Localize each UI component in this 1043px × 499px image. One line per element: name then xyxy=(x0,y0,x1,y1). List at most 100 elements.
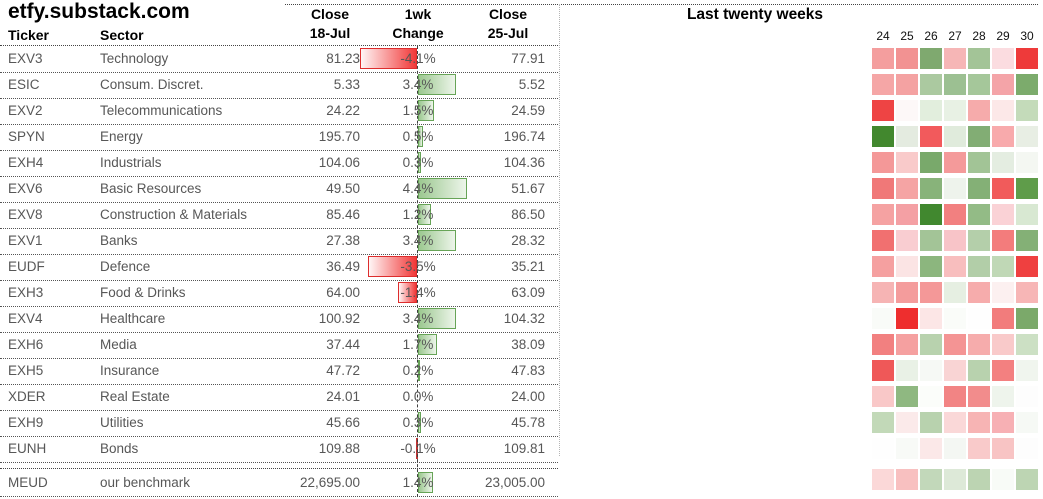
heatmap-cell xyxy=(992,469,1014,490)
change-bar-positive xyxy=(417,412,421,433)
sector-cell: Industrials xyxy=(100,155,162,170)
table-row: EXH3 Food & Drinks 64.00 63.09 -1.4% xyxy=(0,280,558,307)
column-header-close-25jul-line2: 25-Jul xyxy=(487,25,529,41)
heatmap-cell xyxy=(872,152,894,173)
close-25jul-cell: 63.09 xyxy=(511,285,545,300)
heatmap-week-label: 26 xyxy=(924,29,938,43)
heatmap-week-label: 29 xyxy=(996,29,1010,43)
heatmap-cell xyxy=(992,74,1014,95)
heatmap-cell xyxy=(992,282,1014,303)
change-pct-cell: 1.5% xyxy=(402,103,434,118)
heatmap-cell xyxy=(920,126,942,147)
heatmap-cell xyxy=(992,334,1014,355)
heatmap-cell xyxy=(896,469,918,490)
heatmap-cell xyxy=(920,438,942,459)
heatmap-cell xyxy=(872,126,894,147)
heatmap-cell xyxy=(992,386,1014,407)
heatmap-cell xyxy=(944,126,966,147)
heatmap-cell xyxy=(1016,412,1038,433)
table-row: EXV6 Basic Resources 49.50 51.67 4.4% xyxy=(0,176,558,203)
change-bar-positive xyxy=(417,74,456,95)
heatmap-cell xyxy=(944,74,966,95)
heatmap-cell xyxy=(944,152,966,173)
heatmap-cell xyxy=(944,308,966,329)
close-18jul-cell: 22,695.00 xyxy=(299,475,360,490)
heatmap-cell xyxy=(896,308,918,329)
close-25jul-cell: 77.91 xyxy=(511,51,545,66)
heatmap-cell xyxy=(968,126,990,147)
table-row: EXH5 Insurance 47.72 47.83 0.2% xyxy=(0,358,558,385)
sector-cell: Consum. Discret. xyxy=(100,77,204,92)
heatmap-cell xyxy=(968,438,990,459)
table-right-divider xyxy=(559,4,560,456)
sector-cell: Insurance xyxy=(100,363,160,378)
ticker-cell: EXV4 xyxy=(8,311,43,326)
close-18jul-cell: 24.22 xyxy=(326,103,360,118)
change-pct-cell: 0.5% xyxy=(402,129,434,144)
column-header-close-18jul-line1: Close xyxy=(310,6,350,22)
sector-cell: Technology xyxy=(100,51,169,66)
heatmap-cell xyxy=(968,256,990,277)
sector-cell: Utilities xyxy=(100,415,144,430)
heatmap-cell xyxy=(992,48,1014,69)
heatmap-cell xyxy=(872,48,894,69)
heatmap-cell xyxy=(968,360,990,381)
table-row: EXH4 Industrials 104.06 104.36 0.3% xyxy=(0,150,558,177)
top-divider xyxy=(285,4,1038,5)
change-pct-cell: 1.4% xyxy=(402,475,434,490)
sector-cell: Energy xyxy=(100,129,143,144)
heatmap-cell xyxy=(872,438,894,459)
close-25jul-cell: 28.32 xyxy=(511,233,545,248)
heatmap-week-label: 24 xyxy=(876,29,890,43)
heatmap-cell xyxy=(968,100,990,121)
heatmap-cell xyxy=(1016,204,1038,225)
column-header-1wk-change-line1: 1wk xyxy=(404,6,432,22)
change-pct-cell: 3.4% xyxy=(402,77,434,92)
sector-cell: Bonds xyxy=(100,441,139,456)
column-header-ticker: Ticker xyxy=(8,27,49,43)
heatmap-cell xyxy=(968,74,990,95)
heatmap-cell xyxy=(1016,74,1038,95)
close-25jul-cell: 196.74 xyxy=(503,129,545,144)
close-25jul-cell: 47.83 xyxy=(511,363,545,378)
heatmap-cell xyxy=(920,204,942,225)
heatmap-cell xyxy=(896,74,918,95)
change-pct-cell: 0.2% xyxy=(402,363,434,378)
heatmap-cell xyxy=(920,256,942,277)
heatmap-cell xyxy=(992,100,1014,121)
heatmap-cell xyxy=(920,360,942,381)
heatmap-cell xyxy=(896,386,918,407)
change-pct-cell: 1.2% xyxy=(402,207,434,222)
change-pct-cell: 0.0% xyxy=(402,389,434,404)
heatmap-cell xyxy=(944,334,966,355)
heatmap-cell xyxy=(896,282,918,303)
ticker-cell: EXV6 xyxy=(8,181,43,196)
heatmap-cell xyxy=(1016,386,1038,407)
heatmap-cell xyxy=(1016,152,1038,173)
sector-cell: Real Estate xyxy=(100,389,170,404)
heatmap-cell xyxy=(968,152,990,173)
ticker-cell: EXH3 xyxy=(8,285,44,300)
heatmap-cell xyxy=(920,334,942,355)
ticker-cell: EXV2 xyxy=(8,103,43,118)
change-pct-cell: -4.1% xyxy=(400,51,436,66)
heatmap-cell xyxy=(944,360,966,381)
close-18jul-cell: 195.70 xyxy=(318,129,360,144)
close-18jul-cell: 47.72 xyxy=(326,363,360,378)
sector-cell: our benchmark xyxy=(100,475,191,490)
close-25jul-cell: 23,005.00 xyxy=(484,475,545,490)
change-bar-positive xyxy=(417,178,467,199)
column-header-close-18jul-line2: 18-Jul xyxy=(309,25,351,41)
change-bar-positive xyxy=(417,334,437,355)
change-pct-cell: 0.3% xyxy=(402,415,434,430)
sector-cell: Media xyxy=(100,337,137,352)
heatmap-cell xyxy=(920,412,942,433)
change-bar-positive xyxy=(417,360,420,381)
heatmap-cell xyxy=(896,100,918,121)
heatmap-cell xyxy=(896,412,918,433)
heatmap-cell xyxy=(920,386,942,407)
ticker-cell: EXH4 xyxy=(8,155,44,170)
table-row: EXV4 Healthcare 100.92 104.32 3.4% xyxy=(0,306,558,333)
close-18jul-cell: 49.50 xyxy=(326,181,360,196)
